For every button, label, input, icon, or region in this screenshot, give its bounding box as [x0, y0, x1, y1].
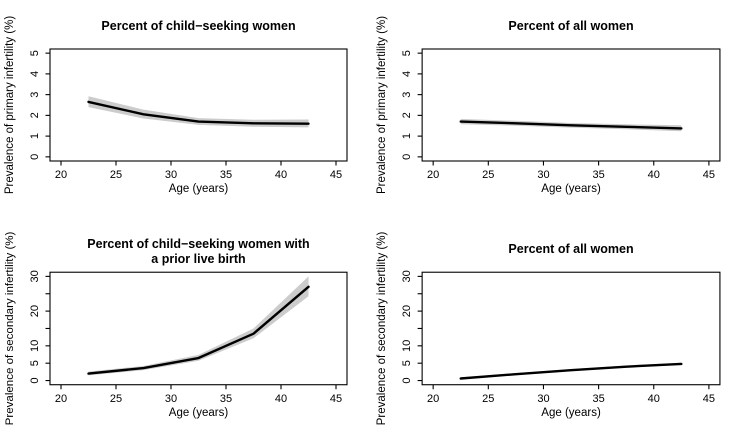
x-tick-label: 40	[648, 169, 660, 181]
confidence-band	[88, 276, 309, 376]
x-tick-label: 40	[648, 393, 660, 405]
prevalence-line	[459, 362, 683, 380]
x-tick-label: 45	[703, 393, 715, 405]
plot-box	[421, 271, 721, 386]
panel-secondary-all-women: 20 25 30 35 40 45 0 5 10 20 30 Percent of all women…	[372, 223, 745, 447]
y-tick-label: 10	[29, 340, 41, 352]
x-tick-label: 45	[703, 169, 715, 181]
x-tick-label: 45	[330, 393, 342, 405]
panel-title: Percent of child−seeking women	[101, 19, 295, 33]
y-axis-title: Prevalence of primary infertility (%)	[376, 16, 388, 194]
y-tick-label: 5	[29, 50, 41, 56]
y-axis-title: Prevalence of primary infertility (%)	[4, 16, 16, 194]
x-tick-label: 35	[592, 169, 604, 181]
x-tick-label: 25	[110, 393, 122, 405]
x-tick-label: 35	[220, 169, 232, 181]
panel-title: Percent of child−seeking women with	[87, 237, 309, 251]
panel-title: Percent of all women	[508, 19, 633, 33]
x-tick-label: 20	[427, 169, 439, 181]
prevalence-line	[459, 120, 683, 130]
x-tick-label: 45	[330, 169, 342, 181]
y-tick-label: 0	[401, 154, 413, 160]
y-tick-label: 20	[401, 305, 413, 317]
y-tick-label: 5	[401, 360, 413, 366]
panel-title: a prior live birth	[151, 252, 245, 266]
plot-box	[421, 48, 721, 162]
x-tick-label: 30	[537, 169, 549, 181]
x-tick-label: 30	[537, 393, 549, 405]
x-tick-label: 30	[165, 393, 177, 405]
x-axis-title: Age (years)	[169, 183, 229, 195]
x-tick-label: 20	[55, 169, 67, 181]
plot-box	[49, 48, 348, 162]
prevalence-line	[87, 285, 310, 375]
x-axis-title: Age (years)	[541, 407, 601, 419]
y-tick-label: 2	[29, 112, 41, 118]
x-tick-label: 40	[275, 393, 287, 405]
y-tick-label: 10	[401, 340, 413, 352]
chart-secondary-child-seeking-prior-birth: 20 25 30 35 40 45 0 5 10 20 30 Percent of child−see…	[4, 231, 348, 425]
y-tick-label: 5	[29, 360, 41, 366]
panel-title: Percent of all women	[508, 242, 633, 256]
x-tick-label: 25	[482, 169, 494, 181]
y-tick-label: 3	[29, 92, 41, 98]
x-axis-title: Age (years)	[169, 407, 229, 419]
x-tick-label: 20	[55, 393, 67, 405]
x-tick-label: 25	[110, 169, 122, 181]
y-tick-label: 0	[29, 377, 41, 383]
y-tick-label: 4	[401, 71, 413, 77]
y-tick-label: 1	[29, 133, 41, 139]
y-tick-label: 3	[401, 92, 413, 98]
x-tick-label: 40	[275, 169, 287, 181]
x-tick-label: 35	[592, 393, 604, 405]
prevalence-line	[87, 100, 310, 125]
y-tick-label: 2	[401, 112, 413, 118]
y-axis-title: Prevalence of secondary infertility (%)	[376, 231, 388, 425]
y-tick-label: 4	[29, 71, 41, 77]
y-tick-label: 30	[401, 270, 413, 282]
y-tick-label: 5	[401, 50, 413, 56]
y-tick-label: 30	[29, 270, 41, 282]
y-tick-label: 1	[401, 133, 413, 139]
y-tick-label: 0	[29, 154, 41, 160]
x-tick-label: 20	[427, 393, 439, 405]
panel-primary-child-seeking: 20 25 30 35 40 45 0 1 2 3 4 5 Percent of child−seeki…	[0, 0, 372, 223]
panel-secondary-child-seeking-prior-birth: 20 25 30 35 40 45 0 5 10 20 30 Percent of child−see…	[0, 223, 372, 447]
y-tick-label: 20	[29, 305, 41, 317]
x-tick-label: 35	[220, 393, 232, 405]
chart-secondary-all-women: 20 25 30 35 40 45 0 5 10 20 30 Percent of all women…	[376, 231, 721, 425]
y-tick-label: 0	[401, 377, 413, 383]
x-axis-title: Age (years)	[541, 183, 601, 195]
y-axis-title: Prevalence of secondary infertility (%)	[4, 231, 16, 425]
x-tick-label: 25	[482, 393, 494, 405]
x-tick-label: 30	[165, 169, 177, 181]
panel-primary-all-women: 20 25 30 35 40 45 0 1 2 3 4 5 Percent of all women Ag…	[372, 0, 745, 223]
